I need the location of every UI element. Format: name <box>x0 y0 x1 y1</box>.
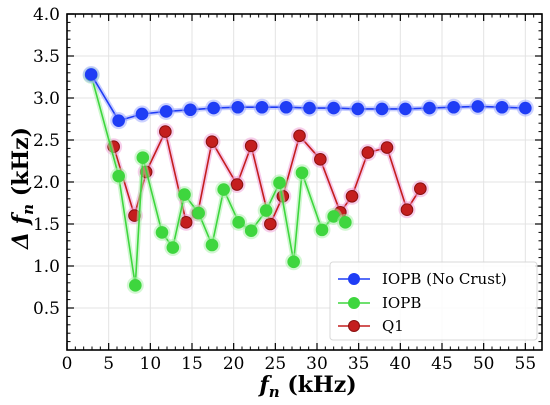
y-axis-label-unit: (kHz) <box>8 127 34 204</box>
data-point <box>327 101 340 115</box>
y-tick-label: 1.5 <box>33 215 60 235</box>
legend-entry-iopb-no-crust: IOPB (No Crust) <box>338 270 507 288</box>
data-point <box>339 216 352 229</box>
data-point <box>279 100 293 114</box>
y-axis-label: Δ fn (kHz) <box>8 127 37 250</box>
x-tick-label: 55 <box>515 354 537 374</box>
data-point <box>345 189 359 203</box>
x-tick-label: 5 <box>103 354 114 374</box>
data-point <box>471 100 485 113</box>
data-point <box>205 135 219 148</box>
data-point <box>232 216 245 229</box>
x-tick-label: 0 <box>62 354 73 374</box>
legend-entry-q1: Q1 <box>338 317 404 335</box>
data-point <box>380 141 394 154</box>
x-axis-label-unit: (kHz) <box>280 372 357 398</box>
data-point <box>207 101 220 115</box>
y-tick-label: 1.0 <box>33 257 60 277</box>
data-point <box>231 100 245 114</box>
data-point <box>159 125 172 138</box>
x-tick-label: 25 <box>265 354 287 374</box>
data-point <box>495 100 509 114</box>
legend-marker-iopb-no-crust <box>348 273 360 285</box>
data-point <box>314 153 327 166</box>
legend-label-iopb: IOPB <box>382 294 421 312</box>
x-tick-label: 30 <box>306 354 328 374</box>
y-tick-label: 3.0 <box>33 89 60 109</box>
series-iopb-no-crust <box>82 65 534 130</box>
legend: IOPB (No Crust) IOPB Q1 <box>329 261 538 341</box>
x-tick-label: 45 <box>431 354 453 374</box>
data-point <box>264 217 277 231</box>
data-point <box>244 224 258 238</box>
data-point <box>178 188 191 201</box>
y-tick-label: 3.5 <box>33 47 60 67</box>
data-point <box>447 100 460 114</box>
tick-labels: 0 5 10 15 20 25 30 35 40 45 50 55 0.5 1.0 1.5 2.0 2.5 3.0… <box>33 5 536 374</box>
y-tick-label: 0.5 <box>33 299 60 319</box>
data-point <box>112 114 125 127</box>
data-point <box>303 101 316 115</box>
series-iopb <box>82 66 354 294</box>
data-point <box>184 103 197 117</box>
ticks <box>66 13 543 350</box>
legend-label-iopb-no-crust: IOPB (No Crust) <box>382 270 507 288</box>
data-point <box>287 255 300 269</box>
data-point <box>259 204 273 217</box>
data-point <box>205 238 219 252</box>
y-tick-label: 2.0 <box>33 173 60 193</box>
x-axis-label-main: f <box>257 372 272 398</box>
data-point <box>351 102 365 116</box>
y-axis-label-main: Δ f <box>8 211 34 250</box>
y-tick-label: 4.0 <box>33 5 60 25</box>
data-point <box>295 166 309 180</box>
data-point <box>192 206 205 220</box>
x-axis-label: fn (kHz) <box>257 372 356 401</box>
x-tick-label: 35 <box>348 354 370 374</box>
legend-label-q1: Q1 <box>382 317 404 335</box>
x-axis-label-sub: n <box>269 383 280 401</box>
data-point <box>244 139 258 153</box>
data-point <box>414 182 427 196</box>
data-point <box>84 68 98 81</box>
x-tick-label: 50 <box>473 354 495 374</box>
data-point <box>135 107 149 121</box>
data-point <box>399 102 412 116</box>
data-point <box>400 203 414 217</box>
data-point <box>519 101 532 115</box>
data-point <box>129 279 142 292</box>
data-point <box>315 223 329 237</box>
legend-marker-q1 <box>348 320 360 332</box>
data-point <box>136 151 150 164</box>
data-point <box>166 241 180 254</box>
legend-marker-iopb <box>348 297 360 309</box>
data-point <box>112 169 125 183</box>
x-tick-label: 15 <box>181 354 203 374</box>
data-point <box>179 216 193 229</box>
data-point <box>375 102 389 116</box>
series-layer <box>82 65 534 294</box>
x-tick-label: 40 <box>390 354 412 374</box>
data-point <box>423 101 436 115</box>
x-tick-label: 20 <box>223 354 245 374</box>
data-point <box>155 226 169 239</box>
data-point <box>273 176 286 190</box>
data-point <box>217 183 230 196</box>
legend-box <box>329 261 538 341</box>
data-point <box>230 178 244 191</box>
data-point <box>159 105 173 118</box>
data-point <box>361 146 375 159</box>
legend-entry-iopb: IOPB <box>338 294 421 312</box>
data-point <box>293 129 306 143</box>
y-tick-label: 2.5 <box>33 131 60 151</box>
data-point <box>255 100 269 114</box>
x-tick-label: 10 <box>140 354 162 374</box>
y-axis-label-sub: n <box>19 204 37 215</box>
